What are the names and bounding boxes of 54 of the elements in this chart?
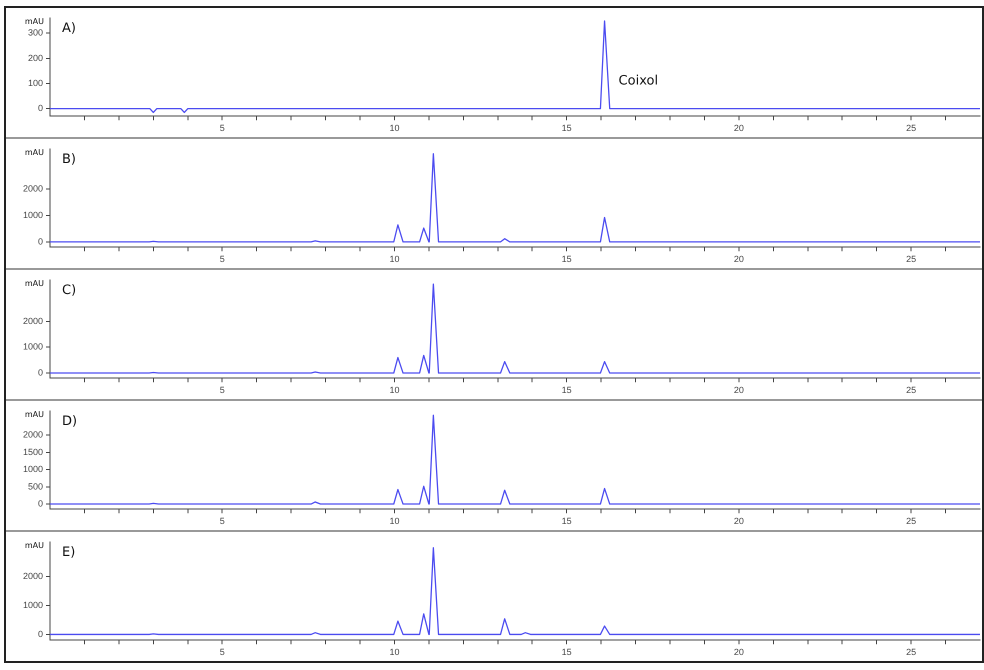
- x-tick-label: 25: [906, 647, 916, 658]
- chart-title: B): [62, 152, 76, 167]
- y-tick-label: 1000: [22, 210, 43, 220]
- x-tick-label: 15: [562, 123, 572, 134]
- y-tick-label: 0: [38, 498, 43, 509]
- y-axis-title: mAU: [24, 410, 44, 420]
- x-tick-label: 25: [906, 254, 916, 264]
- y-tick-label: 100: [28, 78, 43, 88]
- annotation: Coixol: [618, 73, 658, 88]
- x-tick-label: 20: [734, 385, 744, 396]
- x-tick-label: 10: [389, 516, 400, 526]
- chart-title: E): [62, 544, 76, 560]
- y-tick-label: 500: [28, 481, 43, 492]
- chart-title: A): [62, 20, 76, 36]
- y-tick-label: 2000: [22, 183, 43, 194]
- y-tick-label: 0: [38, 368, 43, 378]
- x-tick-label: 20: [734, 647, 744, 658]
- chart-title: D): [62, 414, 78, 429]
- y-axis-title: mAU: [24, 279, 44, 288]
- y-axis-title: mAU: [24, 541, 44, 550]
- y-tick-label: 2000: [22, 571, 43, 582]
- x-tick-label: 10: [389, 385, 400, 396]
- x-tick-label: 5: [220, 516, 225, 526]
- x-tick-label: 5: [220, 647, 225, 658]
- x-tick-label: 10: [389, 123, 400, 134]
- x-tick-label: 20: [734, 254, 744, 264]
- x-tick-label: 25: [906, 385, 916, 396]
- y-tick-label: 0: [38, 236, 43, 246]
- y-tick-label: 1000: [22, 464, 43, 474]
- y-tick-label: 1000: [22, 342, 43, 352]
- y-tick-label: 2000: [22, 430, 43, 440]
- x-tick-label: 15: [562, 647, 572, 658]
- x-tick-label: 10: [389, 254, 400, 264]
- x-tick-label: 20: [734, 123, 744, 134]
- x-tick-label: 15: [562, 516, 572, 526]
- x-tick-label: 25: [906, 123, 916, 134]
- y-tick-label: 300: [28, 28, 43, 38]
- y-axis-title: mAU: [24, 148, 44, 158]
- chart-title: C): [62, 282, 76, 298]
- x-tick-label: 5: [220, 123, 225, 134]
- x-tick-label: 15: [562, 385, 572, 396]
- y-tick-label: 1500: [22, 446, 43, 457]
- y-tick-label: 2000: [22, 316, 43, 326]
- y-tick-label: 200: [28, 52, 43, 63]
- y-tick-label: 0: [38, 628, 43, 639]
- y-tick-label: 1000: [22, 600, 43, 610]
- x-tick-label: 15: [562, 254, 572, 264]
- x-tick-label: 5: [220, 254, 225, 264]
- x-tick-label: 25: [906, 516, 916, 526]
- y-tick-label: 0: [38, 103, 43, 114]
- y-axis-title: mAU: [24, 17, 44, 26]
- x-tick-label: 20: [734, 516, 744, 526]
- x-tick-label: 5: [220, 385, 225, 396]
- x-tick-label: 10: [389, 647, 400, 658]
